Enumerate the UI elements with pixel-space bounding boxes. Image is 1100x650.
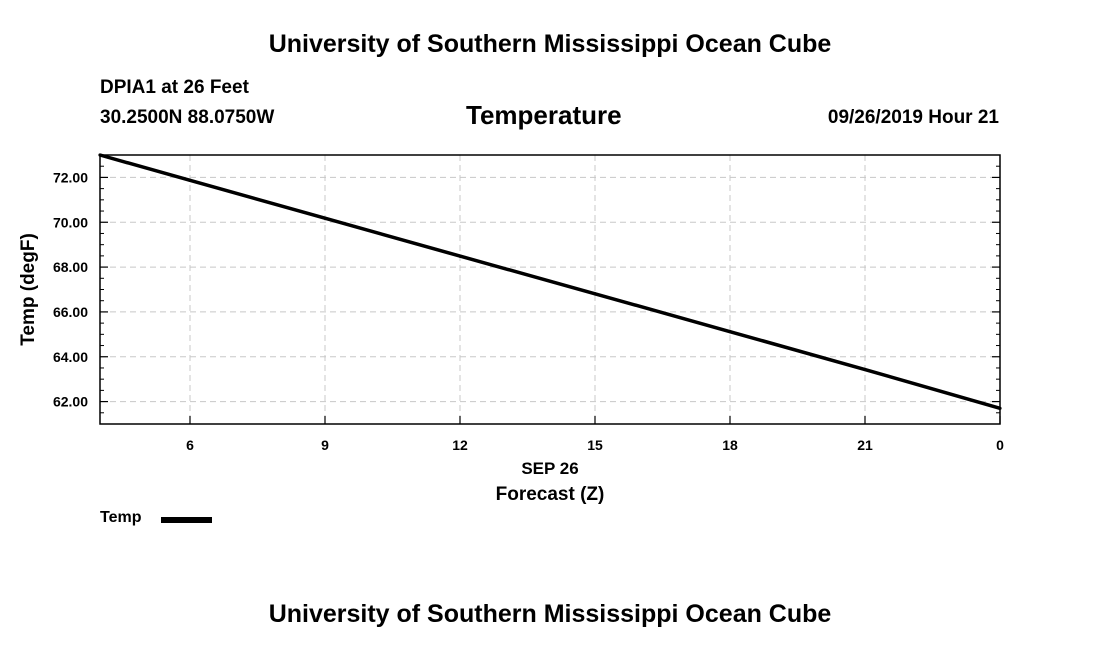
data-point-temp (323, 216, 327, 220)
chart-main-title: University of Southern Mississippi Ocean… (268, 30, 832, 58)
x-tick-label: 12 (452, 437, 468, 453)
x-axis-title: Forecast (Z) (496, 484, 605, 505)
x-tick-label: 18 (722, 437, 738, 453)
x-tick-label: 6 (186, 437, 194, 453)
y-tick-label: 68.00 (53, 259, 88, 275)
data-point-temp (458, 254, 462, 258)
axis-ticks (100, 154, 1001, 425)
series-line-temp (99, 153, 1001, 410)
data-point-temp (188, 178, 192, 182)
data-point-temp (863, 367, 867, 372)
y-tick-label: 72.00 (53, 169, 88, 185)
y-tick-label: 70.00 (53, 214, 88, 230)
x-tick-label: 9 (321, 437, 329, 453)
data-point-temp (593, 292, 597, 296)
x-tick-label: 21 (857, 437, 873, 453)
x-tick-label: 15 (587, 437, 603, 453)
legend-swatch-temp (161, 517, 212, 523)
x-tick-label: 0 (996, 437, 1004, 453)
grid-lines (100, 155, 1000, 424)
plot-title: Temperature (466, 100, 622, 130)
axis-labels: 6 9 12 15 18 21 0 62.00 64.00 66.00 68.00 70.00 72.0… (18, 169, 1004, 505)
y-axis-title: Temp (degF) (18, 233, 39, 346)
station-label: DPIA1 at 26 Feet (100, 77, 249, 98)
station-coordinates: 30.2500N 88.0750W (100, 107, 275, 128)
legend-label-temp: Temp (100, 509, 142, 526)
footer-title: University of Southern Mississippi Ocean… (268, 600, 832, 628)
x-date-label: SEP 26 (521, 459, 578, 478)
data-point-temp (728, 330, 732, 334)
forecast-datetime: 09/26/2019 Hour 21 (827, 107, 999, 128)
y-tick-label: 66.00 (53, 304, 88, 320)
series-lines (98, 153, 1002, 410)
y-tick-label: 62.00 (53, 394, 88, 410)
y-tick-label: 64.00 (53, 349, 88, 365)
